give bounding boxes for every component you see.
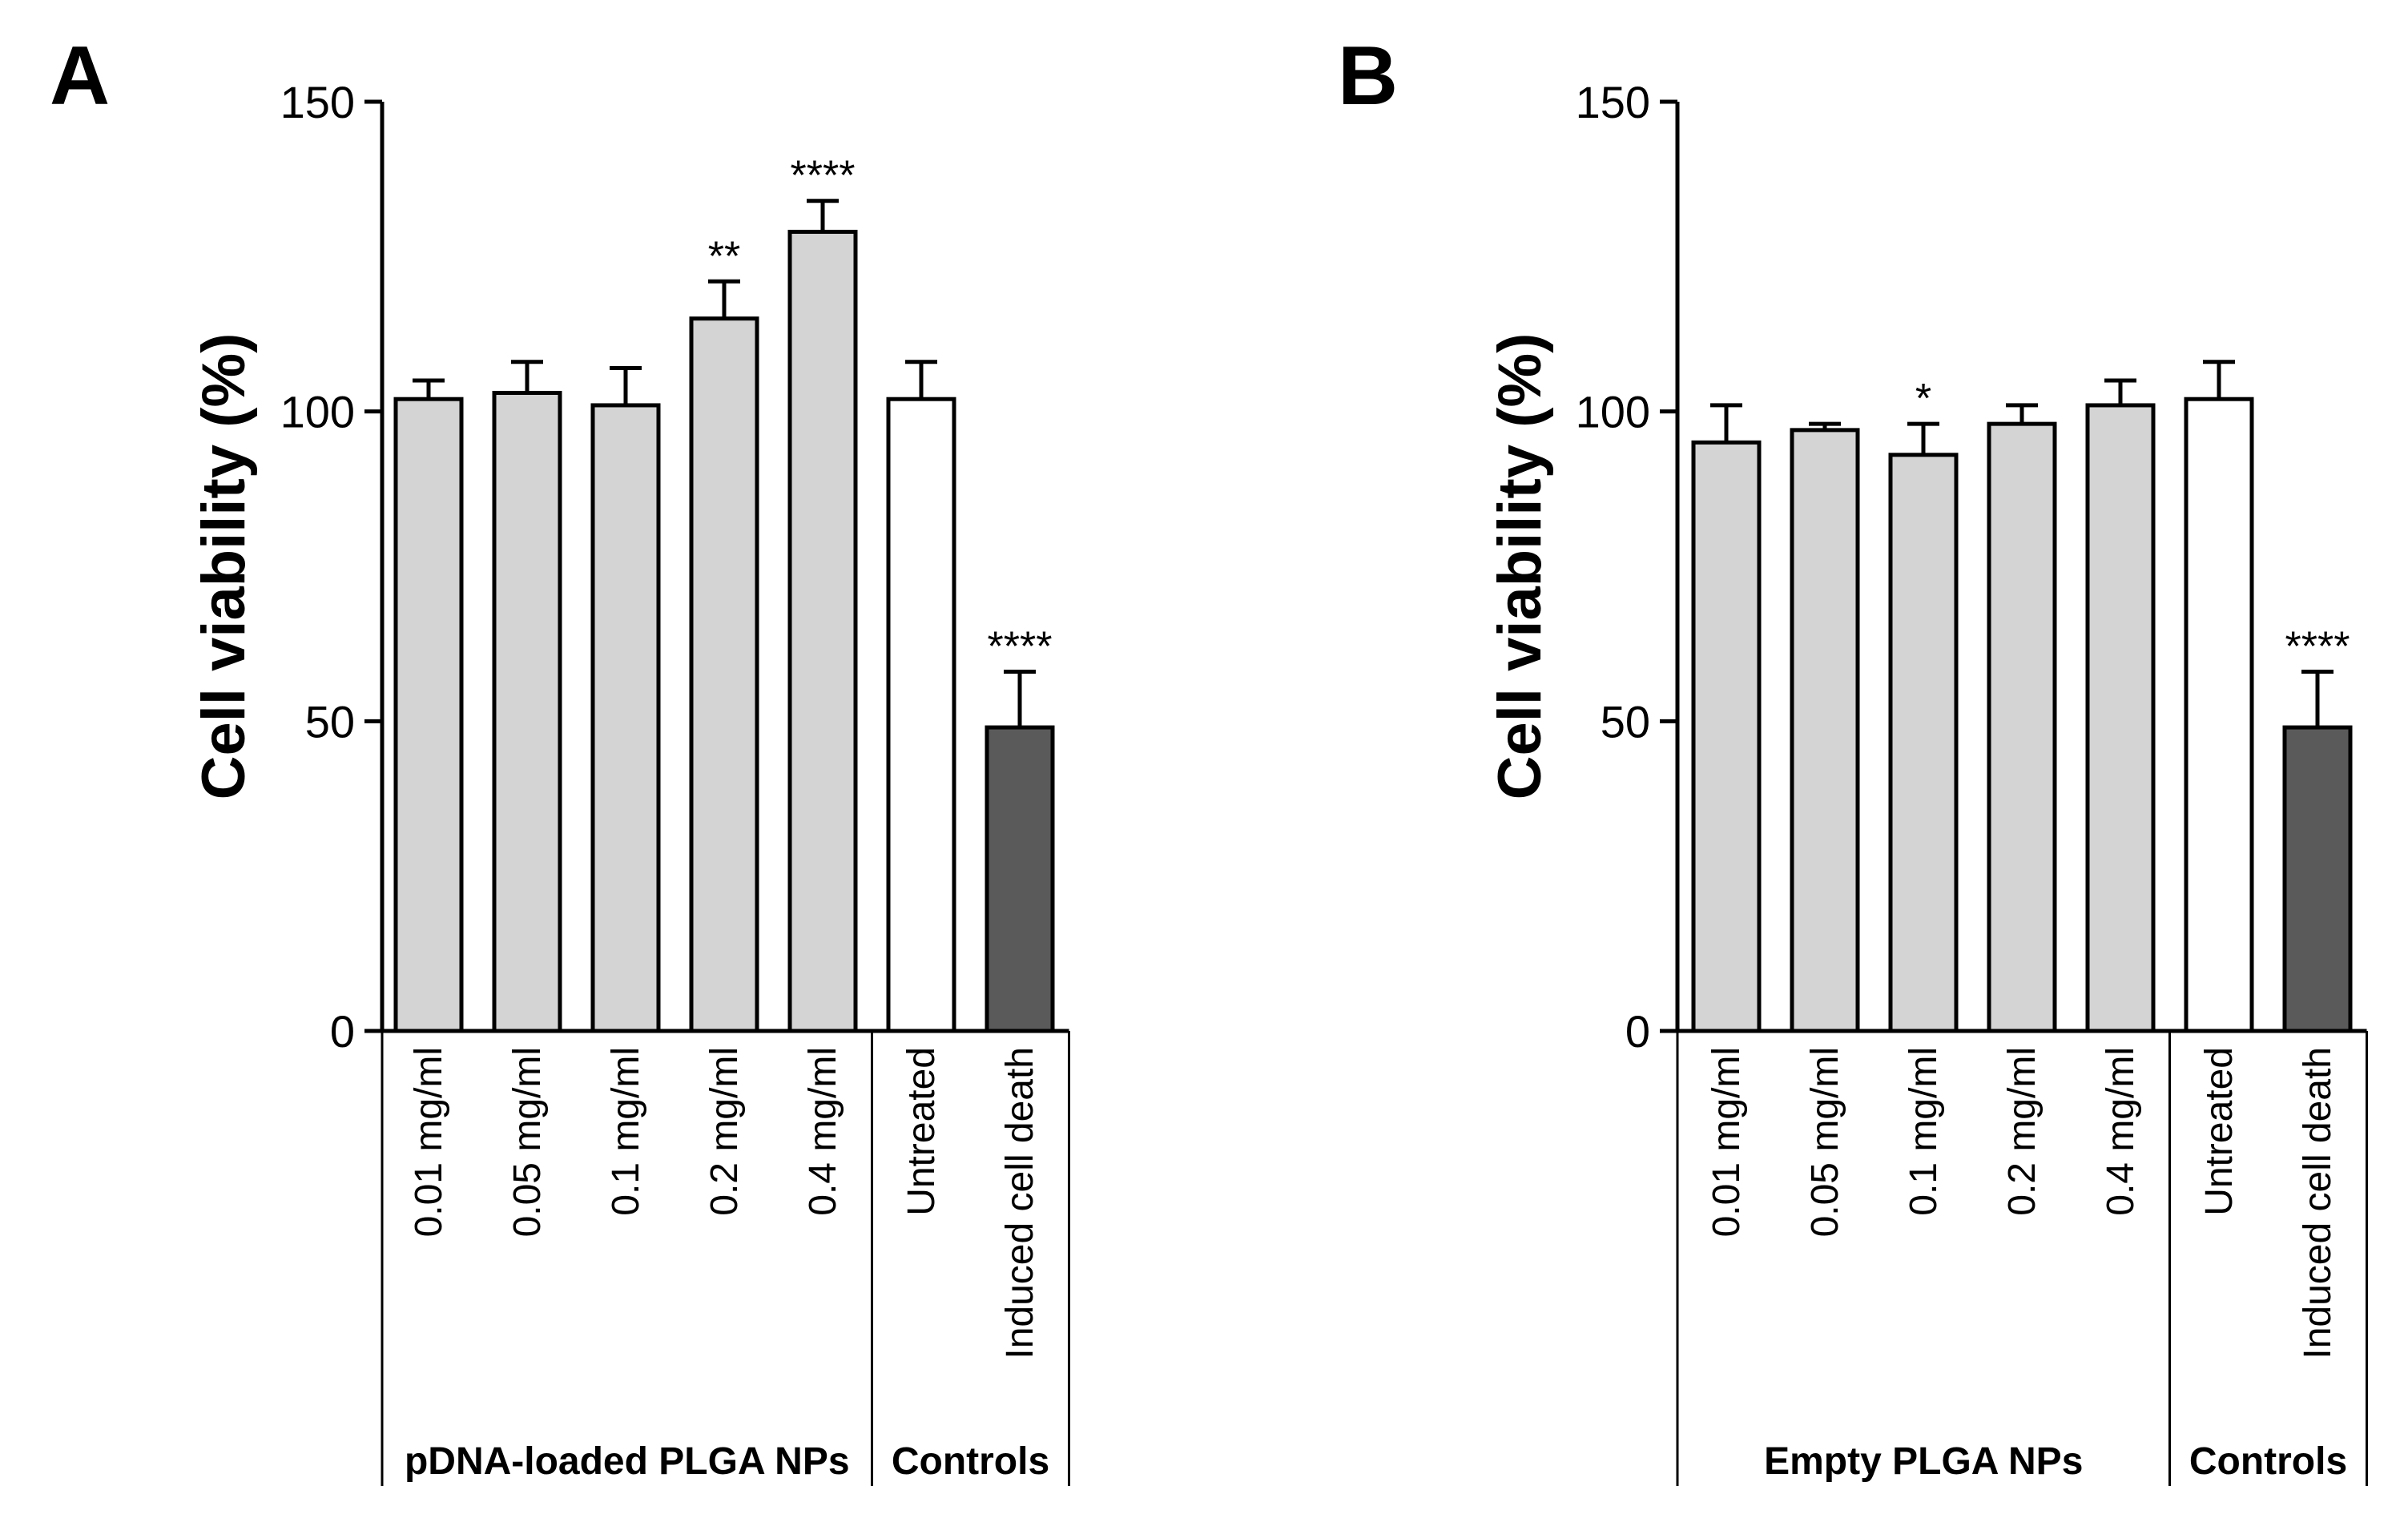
group-label: Controls bbox=[2189, 1440, 2347, 1483]
x-tick-label: Untreated bbox=[2198, 1047, 2241, 1216]
x-tick-label: 0.2 mg/ml bbox=[2001, 1047, 2044, 1216]
significance-label: **** bbox=[988, 623, 1053, 670]
bar bbox=[1888, 453, 1959, 1033]
chart-panel-b: B Cell viability (%) 0 50 100 150 0.01 mg/ml 0.… bbox=[1338, 30, 2368, 1486]
y-tick-label: 150 bbox=[280, 77, 355, 127]
bar bbox=[787, 229, 858, 1033]
group-label: pDNA-loaded PLGA NPs bbox=[405, 1440, 850, 1483]
y-tick-label: 0 bbox=[1625, 1006, 1650, 1057]
bar bbox=[1790, 428, 1860, 1033]
y-axis-label: Cell viability (%) bbox=[1486, 333, 1554, 800]
x-tick-label: 0.4 mg/ml bbox=[802, 1047, 844, 1216]
bar bbox=[492, 390, 562, 1033]
y-tick-label: 100 bbox=[280, 387, 355, 437]
bar bbox=[393, 397, 464, 1033]
bar bbox=[2085, 403, 2156, 1033]
bar bbox=[1987, 421, 2057, 1033]
significance-label: **** bbox=[791, 153, 856, 199]
y-axis-label: Cell viability (%) bbox=[190, 333, 258, 800]
y-tick-label: 50 bbox=[305, 696, 355, 747]
panel-letter: B bbox=[1338, 30, 1398, 123]
significance-label: * bbox=[1915, 376, 1931, 422]
x-tick-label: Induced cell death bbox=[999, 1047, 1041, 1359]
y-tick-label: 50 bbox=[1601, 696, 1650, 747]
x-tick-label: Induced cell death bbox=[2297, 1047, 2339, 1359]
x-tick-label: 0.2 mg/ml bbox=[703, 1047, 746, 1216]
bar bbox=[886, 397, 956, 1033]
x-tick-label: Untreated bbox=[900, 1047, 943, 1216]
x-tick-label: 0.05 mg/ml bbox=[1804, 1047, 1846, 1237]
x-tick-label: 0.05 mg/ml bbox=[506, 1047, 549, 1237]
x-tick-label: 0.1 mg/ml bbox=[1903, 1047, 1945, 1216]
chart-panel-a: A Cell viability (%) 0 50 100 150 0.01 mg/ml 0.… bbox=[50, 30, 1070, 1486]
y-tick-label: 150 bbox=[1576, 77, 1650, 127]
significance-label: **** bbox=[2285, 623, 2350, 670]
x-tick-label: 0.01 mg/ml bbox=[1705, 1047, 1748, 1237]
panel-letter: A bbox=[50, 30, 110, 123]
significance-label: ** bbox=[708, 233, 740, 280]
y-tick-label: 0 bbox=[330, 1006, 355, 1057]
bar bbox=[2184, 397, 2254, 1033]
x-tick-label: 0.4 mg/ml bbox=[2100, 1047, 2142, 1216]
y-tick-label: 100 bbox=[1576, 387, 1650, 437]
bar bbox=[590, 403, 661, 1033]
bar bbox=[1691, 440, 1762, 1033]
group-label: Empty PLGA NPs bbox=[1764, 1440, 2083, 1483]
x-tick-label: 0.01 mg/ml bbox=[408, 1047, 450, 1237]
bar bbox=[985, 725, 1055, 1033]
bar bbox=[689, 316, 759, 1033]
group-label: Controls bbox=[892, 1440, 1049, 1483]
bar bbox=[2282, 725, 2353, 1033]
x-tick-label: 0.1 mg/ml bbox=[605, 1047, 647, 1216]
